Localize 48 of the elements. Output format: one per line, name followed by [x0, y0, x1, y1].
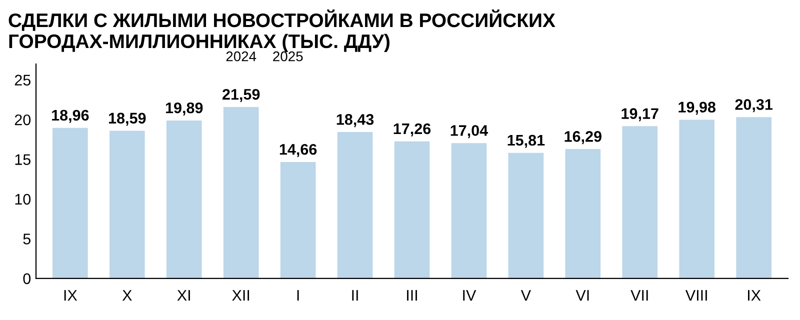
text: 2024	[226, 51, 256, 62]
data-label: 17,04	[450, 125, 488, 138]
data-label: 18,59	[109, 112, 146, 126]
x-tick-label: VII	[630, 290, 648, 301]
x-tick-label: XI	[177, 290, 190, 301]
x-tick-label: VI	[576, 290, 589, 301]
bar	[679, 120, 715, 278]
bar	[166, 120, 202, 278]
x-tick-label: IX	[64, 290, 78, 301]
x-tick-label: V	[520, 290, 531, 301]
data-label: 19,17	[622, 108, 658, 122]
data-label: 18,43	[336, 114, 374, 128]
bar	[223, 106, 259, 278]
y-tick-label: 20	[14, 114, 31, 126]
y-tick-label: 15	[15, 154, 30, 165]
data-label: 20,31	[735, 99, 773, 112]
x-tick-label: I	[297, 290, 299, 301]
y-tick-label: 0	[23, 273, 31, 284]
x-tick-label: XII	[232, 290, 250, 301]
bar	[451, 143, 487, 278]
x-tick-label: VIII	[685, 290, 707, 301]
x-tick-label: II	[352, 290, 358, 301]
bar	[565, 149, 601, 278]
bar	[394, 141, 430, 278]
data-label: 15,81	[508, 134, 545, 148]
x-tick-label: III	[407, 290, 417, 301]
y-tick-label: 5	[23, 234, 30, 244]
data-label: 21,59	[222, 88, 260, 102]
x-tick-label: IV	[463, 290, 476, 301]
y-tick-label: 25	[14, 74, 30, 86]
data-label: 17,26	[394, 123, 431, 136]
data-label: 14,66	[280, 144, 317, 158]
bar	[109, 130, 145, 278]
bar	[622, 126, 658, 278]
data-label: 19,89	[166, 102, 203, 116]
x-tick-label: X	[122, 290, 132, 301]
bar	[337, 132, 373, 278]
data-label: 16,29	[564, 131, 602, 144]
text: 2025	[273, 51, 303, 62]
bar	[508, 152, 544, 278]
x-tick-label: IX	[748, 290, 761, 301]
y-tick-label: 10	[15, 194, 31, 205]
data-label: 19,98	[678, 102, 716, 115]
bar	[736, 117, 772, 278]
data-label: 18,96	[52, 110, 89, 123]
chart-title: СДЕЛКИ С ЖИЛЫМИ НОВОСТРОЙКАМИ В РОССИЙСКИХ ГОРОДАХ-МИЛЛИОННИКАХ (ТЫС. ДДУ)	[8, 9, 556, 52]
bar	[280, 162, 316, 278]
bar	[52, 128, 88, 278]
